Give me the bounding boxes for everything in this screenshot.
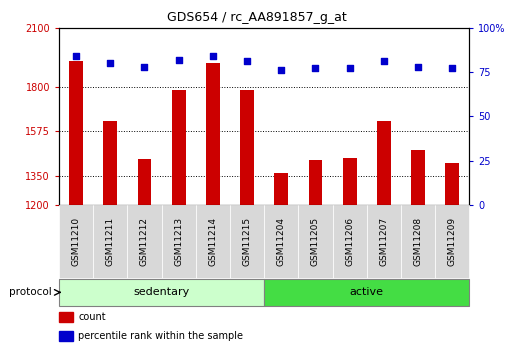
Bar [59,312,73,322]
Point [72,53,80,59]
Bar [196,205,230,278]
Text: active: active [350,287,384,297]
Point [346,66,354,71]
Text: GSM11206: GSM11206 [345,217,354,266]
Text: GDS654 / rc_AA891857_g_at: GDS654 / rc_AA891857_g_at [167,11,346,24]
Text: sedentary: sedentary [133,287,190,297]
Bar [59,205,93,278]
Text: GSM11208: GSM11208 [413,217,423,266]
Text: GSM11209: GSM11209 [448,217,457,266]
Text: GSM11204: GSM11204 [277,217,286,266]
Point [448,66,457,71]
Bar [264,279,469,306]
Text: GSM11215: GSM11215 [243,217,251,266]
Text: GSM11211: GSM11211 [106,217,115,266]
Text: protocol: protocol [9,287,51,297]
Point [174,57,183,62]
Text: percentile rank within the sample: percentile rank within the sample [78,331,244,341]
Point [311,66,320,71]
Text: GSM11213: GSM11213 [174,217,183,266]
Text: GSM11214: GSM11214 [208,217,218,266]
Bar [264,205,299,278]
Bar [137,159,151,205]
Bar [59,279,264,306]
Text: GSM11212: GSM11212 [140,217,149,266]
Bar [435,205,469,278]
Bar [299,205,332,278]
Bar [343,158,357,205]
Bar [377,121,391,205]
Bar [162,205,196,278]
Point [414,64,422,69]
Bar [367,205,401,278]
Point [243,59,251,64]
Bar [332,205,367,278]
Point [141,64,149,69]
Text: count: count [78,312,106,322]
Point [209,53,217,59]
Point [106,60,114,66]
Bar [104,121,117,205]
Bar [230,205,264,278]
Bar [401,205,435,278]
Text: GSM11205: GSM11205 [311,217,320,266]
Bar [69,61,83,205]
Bar [274,173,288,205]
Bar [309,160,322,205]
Point [277,68,285,73]
Bar [59,331,73,341]
Text: GSM11207: GSM11207 [380,217,388,266]
Bar [172,90,186,205]
Bar [445,163,459,205]
Bar [127,205,162,278]
Point [380,59,388,64]
Bar [411,150,425,205]
Bar [240,90,254,205]
Bar [206,63,220,205]
Bar [93,205,127,278]
Text: GSM11210: GSM11210 [72,217,81,266]
